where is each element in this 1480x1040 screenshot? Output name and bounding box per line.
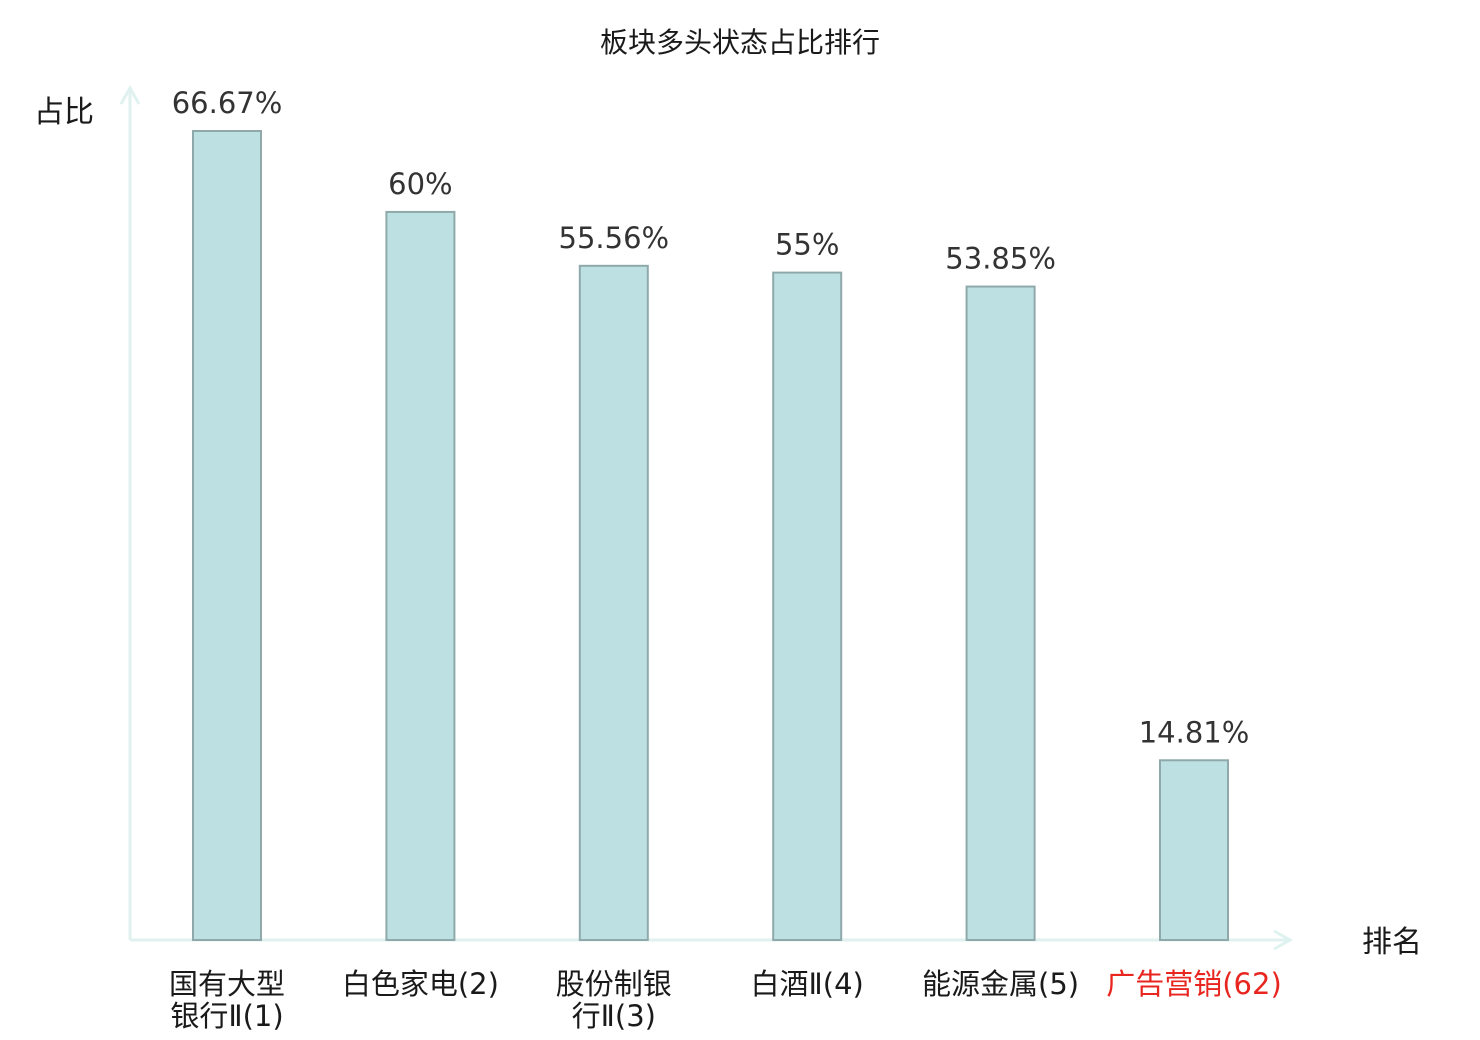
value-label-1: 66.67% xyxy=(172,86,283,120)
chart-title: 板块多头状态占比排行 xyxy=(600,26,880,59)
category-label-6-line-1: 广告营销(62) xyxy=(1106,967,1282,1001)
y-axis-arrow xyxy=(119,84,141,105)
category-label-1-line-1: 国有大型 xyxy=(169,967,285,1001)
category-label-3-line-2: 行Ⅱ(3) xyxy=(572,999,656,1033)
value-label-6: 14.81% xyxy=(1139,715,1250,749)
value-label-4: 55% xyxy=(775,228,839,262)
bar-5 xyxy=(965,285,1036,941)
x-axis-label: 排名 xyxy=(1362,925,1422,960)
bars-group xyxy=(192,130,1229,941)
category-label-4-line-1: 白酒Ⅱ(4) xyxy=(751,967,864,1001)
value-label-5: 53.85% xyxy=(945,242,1056,276)
bar-4 xyxy=(772,271,843,941)
bar-2 xyxy=(385,210,456,941)
y-axis-label: 占比 xyxy=(34,95,94,130)
category-label-2-line-1: 白色家电(2) xyxy=(342,967,499,1001)
value-label-3: 55.56% xyxy=(559,221,670,255)
category-label-5-line-1: 能源金属(5) xyxy=(922,967,1079,1001)
axes xyxy=(119,84,1294,951)
bar-1 xyxy=(192,130,262,941)
category-label-1-line-2: 银行Ⅱ(1) xyxy=(170,999,283,1033)
value-label-2: 60% xyxy=(388,167,452,201)
x-axis-arrow xyxy=(1273,929,1294,951)
category-label-3-line-1: 股份制银 xyxy=(556,967,672,1001)
bar-6 xyxy=(1159,759,1229,941)
value-labels-group: 66.67% 60% 55.56% 55% 53.85% 14.81% xyxy=(172,86,1250,749)
bar-3 xyxy=(578,264,649,941)
